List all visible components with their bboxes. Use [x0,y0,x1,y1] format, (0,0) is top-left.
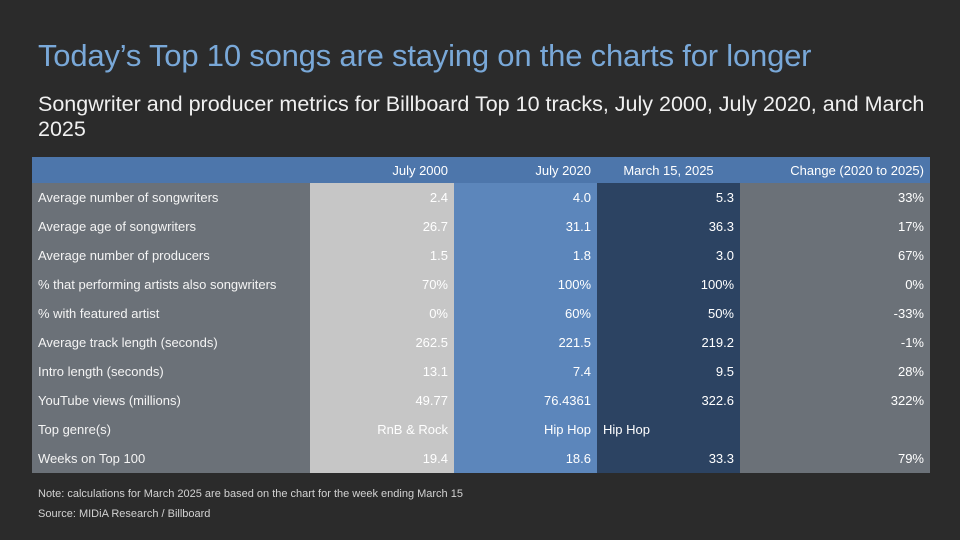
chart-title: Today’s Top 10 songs are staying on the … [38,38,812,73]
value-july-2020: 7.4 [454,357,597,386]
footnote: Note: calculations for March 2025 are ba… [38,488,463,500]
value-march-2025: 50% [597,299,740,328]
source-note: Source: MIDiA Research / Billboard [38,508,211,520]
metric-label: YouTube views (millions) [32,386,310,415]
table-header-row: July 2000 July 2020 March 15, 2025 Chang… [32,157,930,183]
value-july-2000: 262.5 [310,328,454,357]
value-march-2025: 100% [597,270,740,299]
value-july-2020: 221.5 [454,328,597,357]
value-change: 67% [740,241,930,270]
value-march-2025: 9.5 [597,357,740,386]
value-march-2025: 5.3 [597,183,740,212]
value-march-2025: 219.2 [597,328,740,357]
value-july-2000: 26.7 [310,212,454,241]
value-change: 17% [740,212,930,241]
table-row: % that performing artists also songwrite… [32,270,930,299]
value-july-2020: 4.0 [454,183,597,212]
chart-subtitle: Songwriter and producer metrics for Bill… [38,92,925,141]
value-july-2000: 13.1 [310,357,454,386]
table-row: Average track length (seconds) 262.5 221… [32,328,930,357]
value-march-2025: Hip Hop [597,415,740,444]
metric-label: Weeks on Top 100 [32,444,310,473]
value-july-2000: RnB & Rock [310,415,454,444]
table-row: Average age of songwriters 26.7 31.1 36.… [32,212,930,241]
value-change: 33% [740,183,930,212]
header-march-2025: March 15, 2025 [597,157,740,183]
metric-label: % with featured artist [32,299,310,328]
value-july-2000: 0% [310,299,454,328]
value-march-2025: 322.6 [597,386,740,415]
header-july-2020: July 2020 [454,157,597,183]
value-july-2020: 1.8 [454,241,597,270]
metric-label: Top genre(s) [32,415,310,444]
metric-label: Average number of producers [32,241,310,270]
value-july-2020: 76.4361 [454,386,597,415]
value-change: 322% [740,386,930,415]
value-march-2025: 36.3 [597,212,740,241]
metric-label: Average age of songwriters [32,212,310,241]
table-row: % with featured artist 0% 60% 50% -33% [32,299,930,328]
table-row: Top genre(s) RnB & Rock Hip Hop Hip Hop [32,415,930,444]
value-july-2000: 70% [310,270,454,299]
table-row: Intro length (seconds) 13.1 7.4 9.5 28% [32,357,930,386]
metrics-table: July 2000 July 2020 March 15, 2025 Chang… [32,157,930,473]
header-july-2000: July 2000 [310,157,454,183]
value-change: 0% [740,270,930,299]
value-july-2020: 18.6 [454,444,597,473]
value-march-2025: 33.3 [597,444,740,473]
header-metric [32,157,310,183]
value-july-2000: 19.4 [310,444,454,473]
value-change [740,415,930,444]
metric-label: % that performing artists also songwrite… [32,270,310,299]
value-march-2025: 3.0 [597,241,740,270]
value-july-2000: 49.77 [310,386,454,415]
table-row: YouTube views (millions) 49.77 76.4361 3… [32,386,930,415]
table-row: Average number of producers 1.5 1.8 3.0 … [32,241,930,270]
table-row: Weeks on Top 100 19.4 18.6 33.3 79% [32,444,930,473]
value-change: 79% [740,444,930,473]
value-july-2000: 2.4 [310,183,454,212]
value-july-2020: 100% [454,270,597,299]
value-change: -1% [740,328,930,357]
value-change: 28% [740,357,930,386]
metric-label: Intro length (seconds) [32,357,310,386]
table-row: Average number of songwriters 2.4 4.0 5.… [32,183,930,212]
metric-label: Average number of songwriters [32,183,310,212]
header-change: Change (2020 to 2025) [740,157,930,183]
value-july-2020: 60% [454,299,597,328]
value-july-2000: 1.5 [310,241,454,270]
value-change: -33% [740,299,930,328]
value-july-2020: 31.1 [454,212,597,241]
metric-label: Average track length (seconds) [32,328,310,357]
value-july-2020: Hip Hop [454,415,597,444]
